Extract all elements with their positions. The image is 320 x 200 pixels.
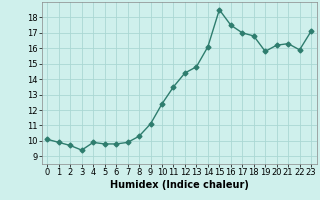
X-axis label: Humidex (Indice chaleur): Humidex (Indice chaleur) bbox=[110, 180, 249, 190]
